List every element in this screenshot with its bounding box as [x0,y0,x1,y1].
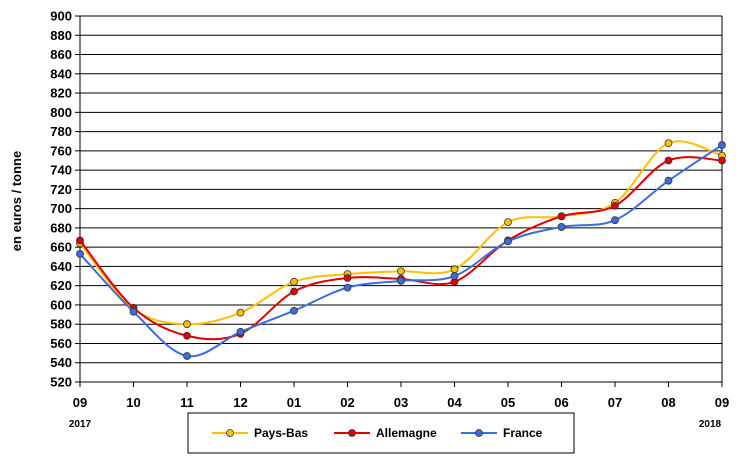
legend-box [187,412,575,454]
y-tick-label: 880 [50,28,72,43]
y-tick-label: 760 [50,143,72,158]
legend-label: Pays-Bas [254,426,308,440]
y-tick-label: 780 [50,124,72,139]
legend-label: France [503,426,543,440]
x-tick-label: 12 [233,395,247,410]
x-tick-label: 07 [608,395,622,410]
data-point [236,308,245,317]
data-point [718,141,726,149]
y-axis-ticks: 520 540 560 580 600 620 640 660 680 700 720 740 760 7… [50,9,80,390]
x-tick-label: 09 [715,395,729,410]
y-tick-label: 720 [50,182,72,197]
y-tick-label: 700 [50,201,72,216]
data-point [664,176,673,185]
series-line [79,156,723,341]
legend-label: Allemagne [376,426,437,440]
y-tick-label: 660 [50,240,72,255]
y-axis-label: en euros / tonne [9,151,24,251]
x-tick-label: 04 [447,395,462,410]
y-tick-label: 740 [50,163,72,178]
data-point [343,274,352,282]
data-point [397,267,405,276]
x-tick-label: 10 [126,395,140,410]
x-tick-label: 01 [287,395,301,410]
data-point [664,156,673,165]
data-point [504,237,512,246]
data-point [236,328,245,336]
y-tick-label: 840 [50,66,72,81]
x-tick-label: 06 [554,395,568,410]
y-tick-label: 600 [50,297,72,312]
data-point [76,249,84,258]
data-point [450,272,459,280]
x-tick-label: 09 [73,395,87,410]
data-point [664,139,673,148]
legend: Pays-Bas Allemagne France [187,412,575,454]
data-point [290,277,298,286]
series-allemagne [76,156,726,341]
data-point [611,201,619,210]
y-tick-label: 900 [50,9,72,24]
series-group [76,139,726,360]
x-tick-label: 11 [180,395,194,410]
data-point [397,276,405,285]
y-tick-label: 640 [50,259,72,274]
legend-marker [475,429,483,437]
y-tick-label: 560 [50,336,72,351]
data-point [450,265,459,274]
data-point [183,352,191,360]
year-label-end: 2018 [699,419,722,430]
x-tick-label: 02 [340,395,354,410]
data-point [129,307,138,316]
series-line [79,140,723,326]
y-tick-label: 820 [50,86,72,101]
y-tick-label: 520 [50,375,72,390]
data-point [290,287,298,296]
legend-marker [226,429,234,437]
data-point [343,283,352,292]
data-point [504,218,512,227]
y-tick-label: 540 [50,355,72,370]
data-point [290,306,298,315]
y-tick-label: 580 [50,317,72,332]
data-point [557,223,566,231]
x-tick-label: 05 [501,395,515,410]
legend-marker [348,429,356,437]
axes [79,16,723,383]
year-label-start: 2017 [69,419,92,430]
y-tick-label: 620 [50,278,72,293]
x-tick-label: 08 [661,395,675,410]
gridlines [80,15,722,364]
series-france [76,141,726,360]
data-point [76,236,84,245]
data-point [611,216,619,225]
data-point [183,320,191,329]
y-tick-label: 680 [50,220,72,235]
x-axis-ticks: 09 10 11 12 01 02 03 04 05 06 07 08 09 [73,382,729,410]
x-tick-label: 03 [394,395,408,410]
series-pays-bas [76,139,726,329]
y-tick-label: 800 [50,105,72,120]
data-point [718,156,726,165]
data-point [183,331,191,340]
data-point [557,212,566,221]
y-tick-label: 860 [50,47,72,62]
